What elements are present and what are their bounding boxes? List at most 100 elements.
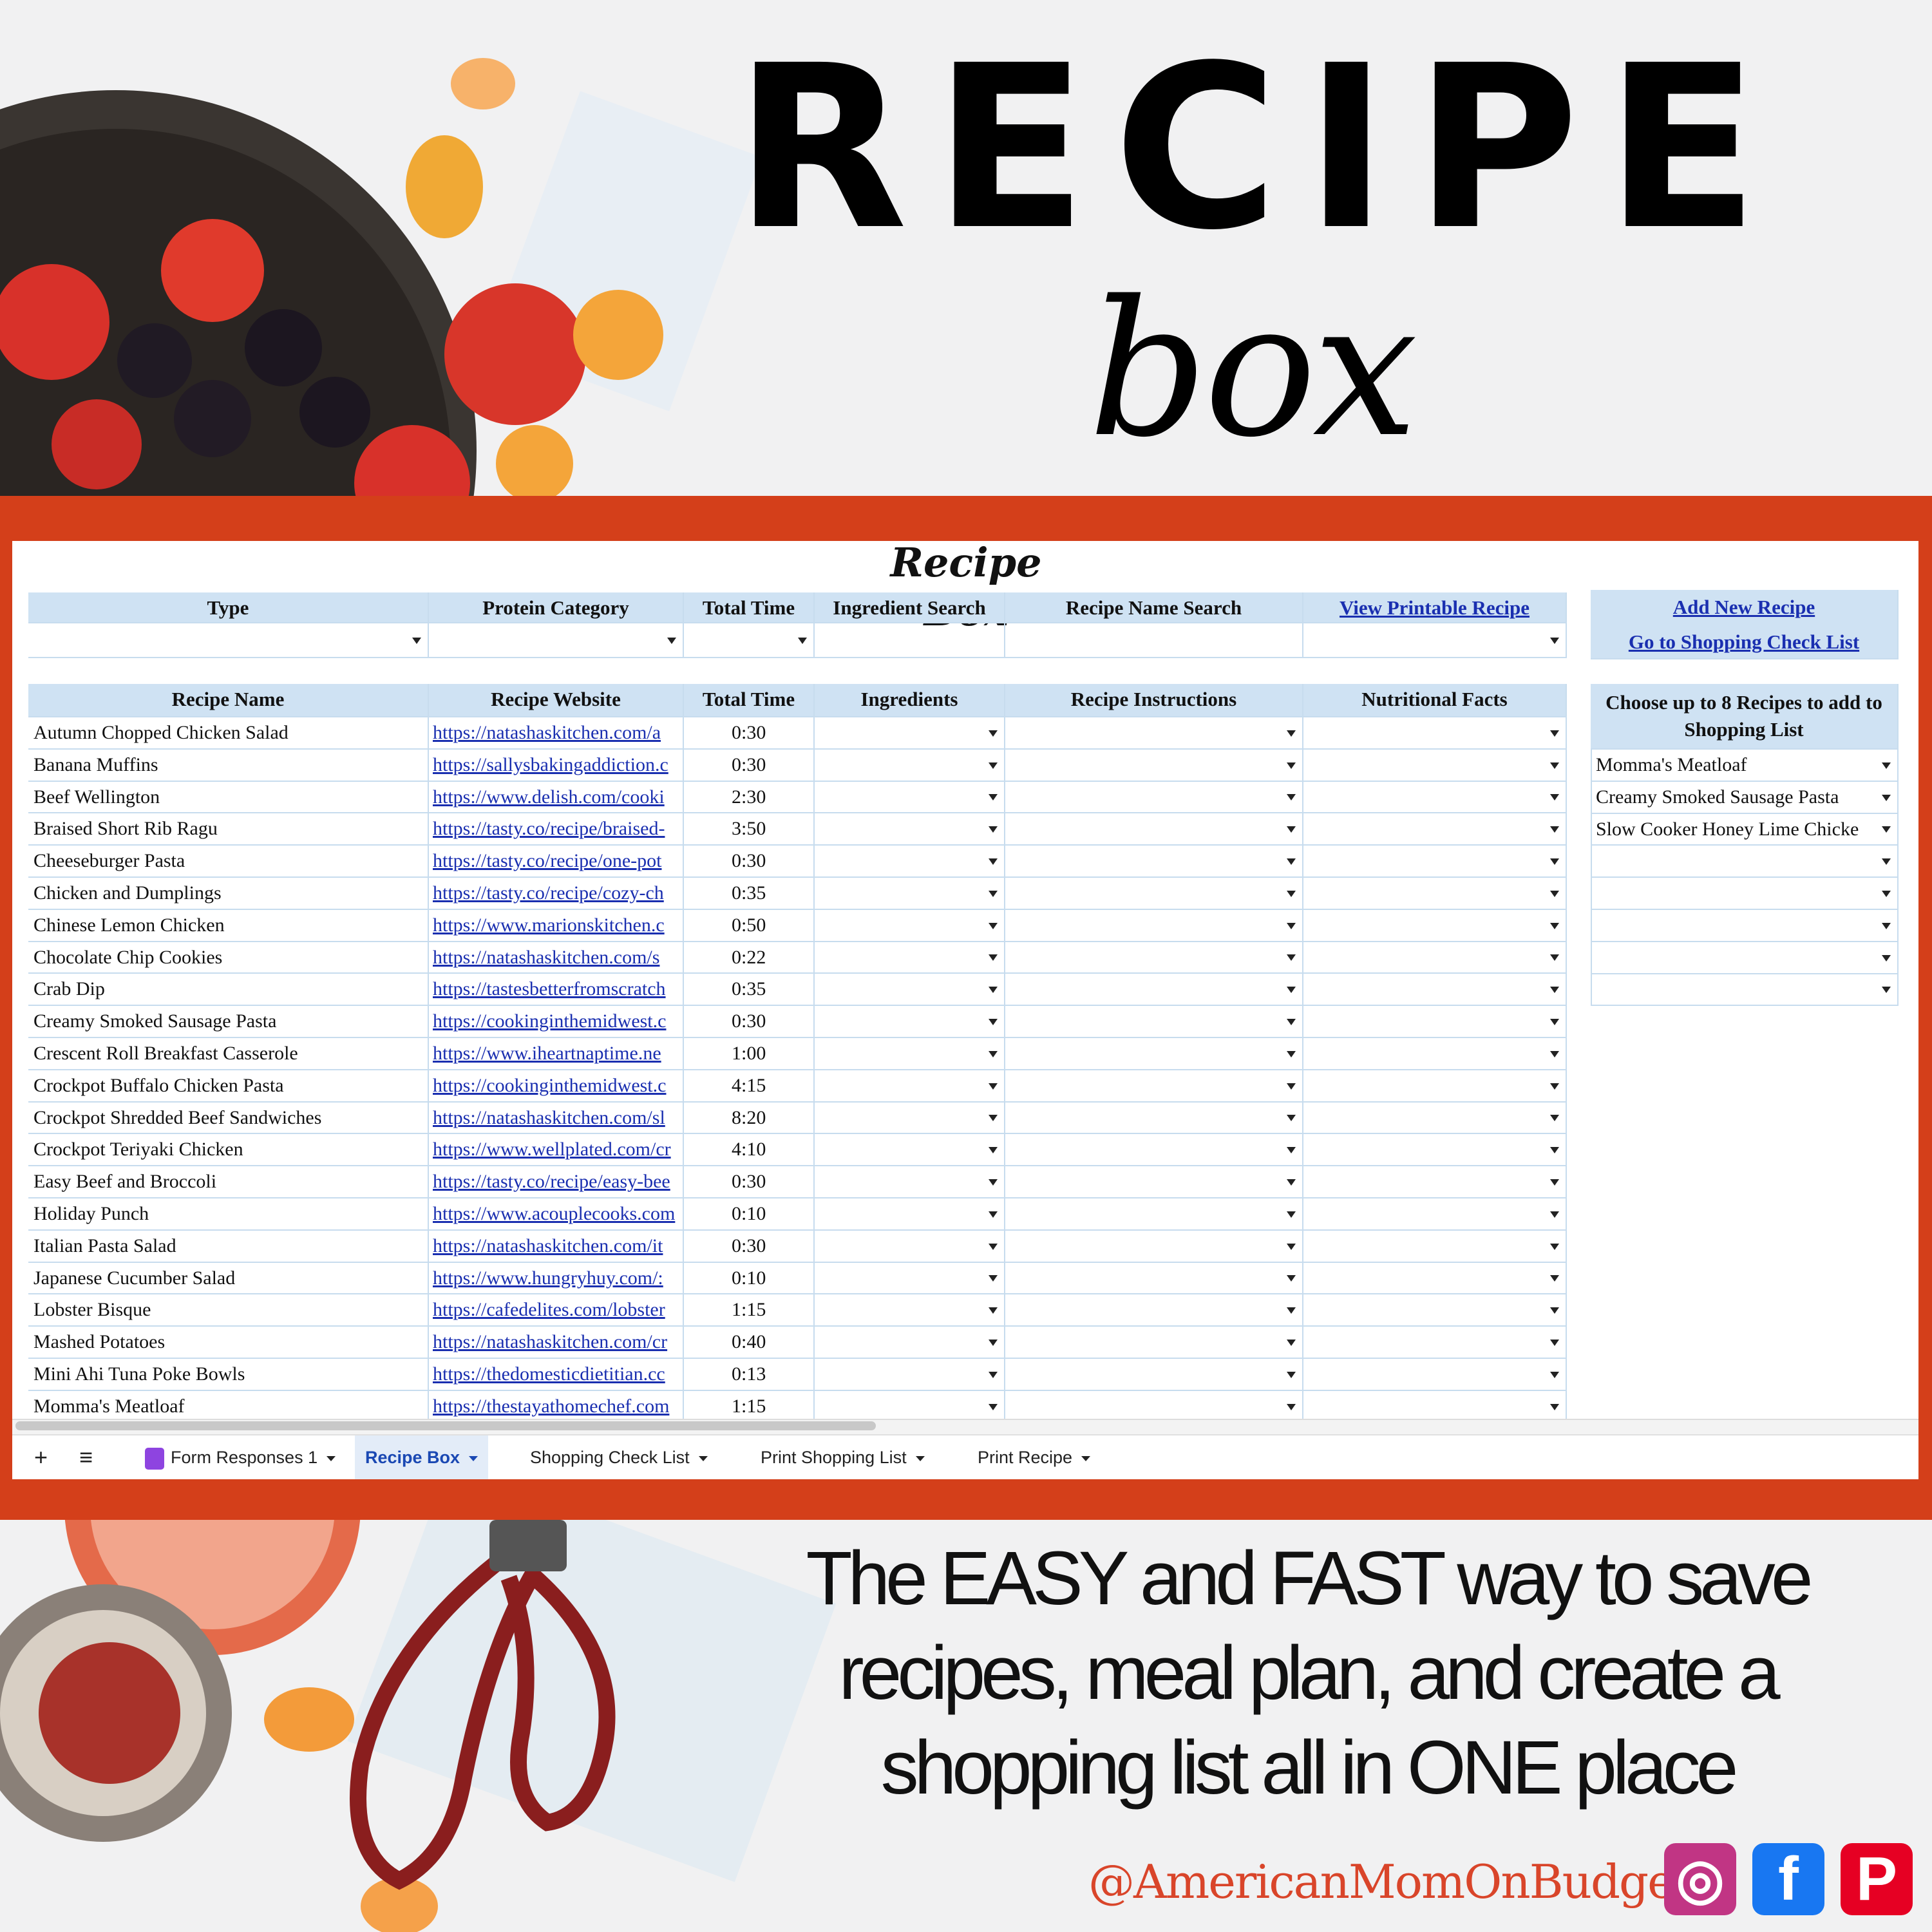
recipe-name-cell[interactable]: Crockpot Teriyaki Chicken [28, 1134, 429, 1167]
shopping-check-list-link[interactable]: Go to Shopping Check List [1628, 630, 1860, 653]
dropdown-arrow-icon[interactable] [1550, 762, 1559, 769]
instagram-icon[interactable]: ◎ [1664, 1843, 1736, 1915]
dropdown-cell-recipe-instructions[interactable] [1005, 909, 1303, 942]
dropdown-arrow-icon[interactable] [1550, 954, 1559, 961]
tab-print-recipe[interactable]: Print Recipe [967, 1435, 1101, 1479]
dropdown-arrow-icon[interactable] [1550, 1371, 1559, 1378]
total-time-cell[interactable]: 1:00 [684, 1038, 815, 1070]
recipe-name-cell[interactable]: Crab Dip [28, 974, 429, 1007]
dropdown-cell-recipe-instructions[interactable] [1005, 1198, 1303, 1231]
recipe-website-link[interactable]: https://www.wellplated.com/cr [429, 1134, 684, 1167]
dropdown-cell-nutritional-facts[interactable] [1303, 974, 1567, 1007]
recipe-name-cell[interactable]: Easy Beef and Broccoli [28, 1166, 429, 1198]
dropdown-cell-ingredients[interactable] [815, 1294, 1005, 1327]
recipe-website-link[interactable]: https://www.iheartnaptime.ne [429, 1038, 684, 1070]
dropdown-arrow-icon[interactable] [1550, 858, 1559, 866]
tab-shopping-check-list[interactable]: Shopping Check List [520, 1435, 718, 1479]
dropdown-arrow-icon[interactable] [989, 762, 998, 769]
dropdown-cell-nutritional-facts[interactable] [1303, 1006, 1567, 1038]
recipe-website-link[interactable]: https://tasty.co/recipe/braised- [429, 813, 684, 846]
dropdown-cell-recipe-instructions[interactable] [1005, 942, 1303, 974]
dropdown-arrow-icon[interactable] [989, 1050, 998, 1057]
dropdown-cell-nutritional-facts[interactable] [1303, 909, 1567, 942]
recipe-name-cell[interactable]: Chocolate Chip Cookies [28, 942, 429, 974]
dropdown-cell-nutritional-facts[interactable] [1303, 781, 1567, 814]
dropdown-arrow-icon[interactable] [1287, 1307, 1296, 1314]
dropdown-cell-recipe-instructions[interactable] [1005, 1262, 1303, 1295]
recipe-website-link[interactable]: https://cookinginthemidwest.c [429, 1006, 684, 1038]
total-time-cell[interactable]: 2:30 [684, 781, 815, 814]
shopping-recipe-select[interactable] [1591, 942, 1899, 974]
facebook-icon[interactable]: f [1752, 1843, 1824, 1915]
dropdown-arrow-icon[interactable] [667, 638, 676, 644]
dropdown-cell-ingredients[interactable] [815, 846, 1005, 878]
caret-down-icon[interactable] [327, 1455, 336, 1461]
dropdown-arrow-icon[interactable] [1550, 730, 1559, 737]
dropdown-arrow-icon[interactable] [1550, 1243, 1559, 1250]
dropdown-arrow-icon[interactable] [1550, 922, 1559, 929]
recipe-website-link[interactable]: https://www.acouplecooks.com [429, 1198, 684, 1231]
total-time-cell[interactable]: 3:50 [684, 813, 815, 846]
dropdown-cell-recipe-instructions[interactable] [1005, 1294, 1303, 1327]
dropdown-cell-ingredients[interactable] [815, 1102, 1005, 1135]
dropdown-arrow-icon[interactable] [1287, 1179, 1296, 1186]
dropdown-cell-nutritional-facts[interactable] [1303, 846, 1567, 878]
shopping-recipe-select[interactable]: Creamy Smoked Sausage Pasta [1591, 781, 1899, 814]
recipe-website-link[interactable]: https://thedomesticdietitian.cc [429, 1359, 684, 1391]
recipe-website-link[interactable]: https://natashaskitchen.com/sl [429, 1102, 684, 1135]
dropdown-cell-ingredients[interactable] [815, 974, 1005, 1007]
column-header-recipe-website[interactable]: Recipe Website [429, 684, 684, 717]
dropdown-arrow-icon[interactable] [1287, 1050, 1296, 1057]
total-time-cell[interactable]: 0:30 [684, 1166, 815, 1198]
dropdown-arrow-icon[interactable] [1550, 826, 1559, 833]
dropdown-arrow-icon[interactable] [989, 826, 998, 833]
dropdown-cell-recipe-instructions[interactable] [1005, 781, 1303, 814]
recipe-website-link[interactable]: https://natashaskitchen.com/s [429, 942, 684, 974]
total-time-cell[interactable]: 0:10 [684, 1262, 815, 1295]
recipe-website-link[interactable]: https://www.hungryhuy.com/: [429, 1262, 684, 1295]
dropdown-cell-recipe-instructions[interactable] [1005, 749, 1303, 782]
dropdown-cell-recipe-instructions[interactable] [1005, 846, 1303, 878]
shopping-recipe-select[interactable]: Slow Cooker Honey Lime Chicke [1591, 813, 1899, 846]
dropdown-cell-nutritional-facts[interactable] [1303, 813, 1567, 846]
column-header-nutritional-facts[interactable]: Nutritional Facts [1303, 684, 1567, 717]
recipe-website-link[interactable]: https://www.delish.com/cooki [429, 781, 684, 814]
dropdown-cell-ingredients[interactable] [815, 1006, 1005, 1038]
dropdown-arrow-icon[interactable] [1882, 922, 1891, 929]
total-time-cell[interactable]: 0:30 [684, 846, 815, 878]
dropdown-arrow-icon[interactable] [1882, 794, 1891, 801]
dropdown-cell-ingredients[interactable] [815, 781, 1005, 814]
dropdown-arrow-icon[interactable] [1550, 1179, 1559, 1186]
dropdown-cell-nutritional-facts[interactable] [1303, 717, 1567, 750]
dropdown-arrow-icon[interactable] [989, 1243, 998, 1250]
total-time-cell[interactable]: 4:10 [684, 1134, 815, 1167]
dropdown-cell-ingredients[interactable] [815, 749, 1005, 782]
recipe-website-link[interactable]: https://sallysbakingaddiction.c [429, 749, 684, 782]
filter-input-0[interactable] [28, 623, 429, 658]
dropdown-arrow-icon[interactable] [989, 1307, 998, 1314]
dropdown-cell-nutritional-facts[interactable] [1303, 1294, 1567, 1327]
shopping-recipe-select[interactable] [1591, 910, 1899, 942]
recipe-website-link[interactable]: https://www.marionskitchen.c [429, 909, 684, 942]
dropdown-cell-nutritional-facts[interactable] [1303, 1359, 1567, 1391]
dropdown-cell-recipe-instructions[interactable] [1005, 1102, 1303, 1135]
recipe-name-cell[interactable]: Banana Muffins [28, 749, 429, 782]
caret-down-icon[interactable] [915, 1455, 925, 1461]
column-header-recipe-name[interactable]: Recipe Name [28, 684, 429, 717]
dropdown-arrow-icon[interactable] [798, 638, 807, 644]
recipe-website-link[interactable]: https://tastesbetterfromscratch [429, 974, 684, 1007]
recipe-name-cell[interactable]: Lobster Bisque [28, 1294, 429, 1327]
dropdown-arrow-icon[interactable] [1550, 987, 1559, 994]
dropdown-cell-ingredients[interactable] [815, 1230, 1005, 1263]
dropdown-cell-nutritional-facts[interactable] [1303, 1038, 1567, 1070]
dropdown-cell-recipe-instructions[interactable] [1005, 717, 1303, 750]
all-sheets-button[interactable]: ≡ [79, 1444, 93, 1470]
dropdown-arrow-icon[interactable] [1287, 1083, 1296, 1090]
recipe-website-link[interactable]: https://natashaskitchen.com/it [429, 1230, 684, 1263]
dropdown-cell-ingredients[interactable] [815, 813, 1005, 846]
dropdown-arrow-icon[interactable] [989, 1019, 998, 1026]
dropdown-cell-recipe-instructions[interactable] [1005, 1006, 1303, 1038]
recipe-name-cell[interactable]: Mini Ahi Tuna Poke Bowls [28, 1359, 429, 1391]
recipe-name-cell[interactable]: Crockpot Shredded Beef Sandwiches [28, 1102, 429, 1135]
total-time-cell[interactable]: 0:30 [684, 717, 815, 750]
